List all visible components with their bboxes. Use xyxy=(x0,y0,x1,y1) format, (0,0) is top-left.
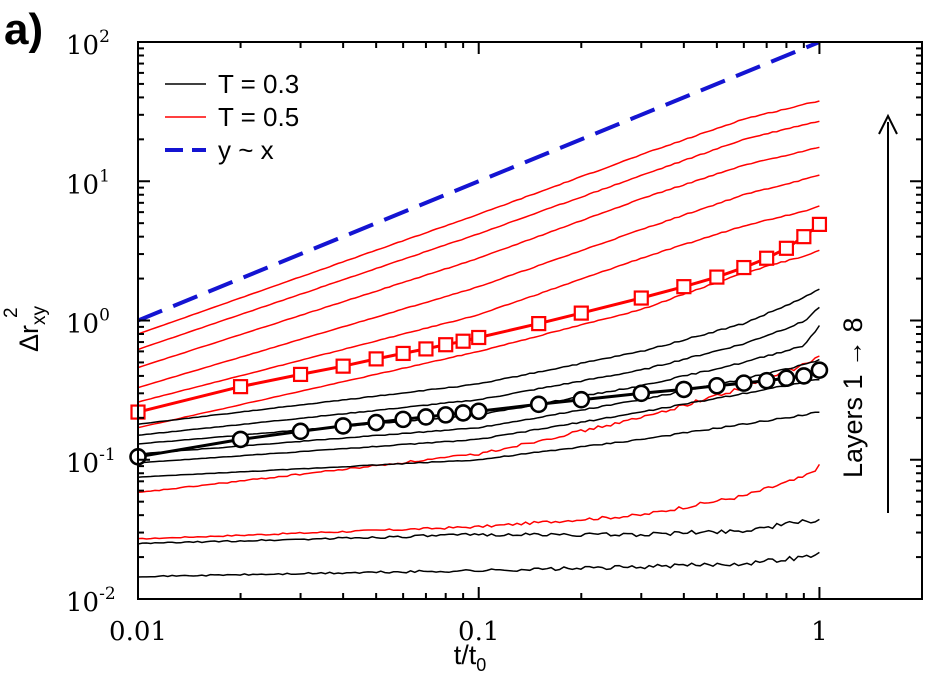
curve-t03-layer-2 xyxy=(138,518,820,545)
circle-marker-3 xyxy=(334,417,352,435)
circle-marker-9 xyxy=(469,402,488,421)
y-tick-label-2: 100 xyxy=(66,306,110,340)
square-marker-9 xyxy=(471,329,487,346)
square-marker-4 xyxy=(368,351,384,367)
panel-label: a) xyxy=(4,5,43,54)
square-marker-11 xyxy=(573,305,589,321)
circle-marker-1 xyxy=(231,430,250,449)
circle-marker-17 xyxy=(777,369,796,388)
x-tick-label-1: 0.1 xyxy=(458,617,499,647)
legend-label-t03: T = 0.3 xyxy=(218,69,299,99)
square-marker-5 xyxy=(395,345,411,362)
y-tick-label-0: 10-2 xyxy=(66,584,116,618)
curve-t05-layer-1 xyxy=(138,464,821,540)
y-tick-label-4: 102 xyxy=(66,27,110,61)
curve-t03-layer-1 xyxy=(138,551,820,578)
square-marker-17 xyxy=(778,240,795,256)
curve-t05-layer-2 xyxy=(138,355,820,494)
y-axis-label: Δrxy2 xyxy=(1,305,50,352)
square-marker-14 xyxy=(709,269,725,285)
square-marker-10 xyxy=(531,316,547,332)
circle-marker-5 xyxy=(394,410,412,429)
y-tick-labels: 10-2 10-1 100 101 102 xyxy=(66,27,116,618)
square-marker-3 xyxy=(335,358,351,374)
square-marker-6 xyxy=(418,341,434,357)
ticks-group xyxy=(137,41,923,600)
x-tick-label-2: 1 xyxy=(811,617,828,647)
square-marker-18 xyxy=(796,229,812,245)
square-marker-1 xyxy=(232,379,249,395)
legend-label-yx: y ~ x xyxy=(218,135,274,165)
t03-curves-group xyxy=(138,288,821,578)
curve-t03-layer-4 xyxy=(138,378,820,464)
circle-marker-19 xyxy=(810,361,829,379)
curve-t05-layer-7 xyxy=(138,120,820,351)
curve-t03-layer-7 xyxy=(138,306,820,437)
x-axis-label: t/t0 xyxy=(454,640,487,675)
x-tick-labels: 0.01 0.1 1 xyxy=(109,617,828,647)
square-marker-12 xyxy=(633,290,649,306)
circle-marker-10 xyxy=(529,395,548,414)
square-marker-8 xyxy=(455,333,471,349)
reference-line-y-x xyxy=(138,42,821,323)
curve-t05-layer-3 xyxy=(138,249,820,429)
reference-line-group xyxy=(138,42,821,323)
circle-marker-12 xyxy=(632,384,651,403)
layers-annotation-text: Layers 1 → 8 xyxy=(838,317,868,478)
curve-t05-layer-4 xyxy=(138,205,820,403)
square-marker-19 xyxy=(811,216,828,232)
circle-marker-11 xyxy=(572,390,591,409)
curve-t05-layer-5 xyxy=(138,174,820,389)
curve-t05-layer-8 xyxy=(138,100,820,335)
circle-marker-6 xyxy=(417,408,435,426)
square-marker-16 xyxy=(759,250,775,266)
curve-t03-layer-3 xyxy=(138,411,820,479)
circle-marker-8 xyxy=(454,404,472,422)
layers-annotation: Layers 1 → 8 xyxy=(838,113,898,513)
circle-marker-15 xyxy=(735,374,753,392)
layers-arrow-head xyxy=(878,113,898,135)
circle-marker-18 xyxy=(795,367,813,385)
circle-marker-13 xyxy=(675,380,693,399)
square-marker-15 xyxy=(736,259,752,276)
square-marker-2 xyxy=(292,366,309,383)
t05-curves-group xyxy=(138,100,821,540)
curve-t03-layer-8 xyxy=(138,288,820,426)
legend-label-t05: T = 0.5 xyxy=(218,102,299,132)
y-tick-label-1: 10-1 xyxy=(66,445,116,479)
x-tick-label-0: 0.01 xyxy=(109,617,167,647)
square-marker-7 xyxy=(438,337,454,353)
circle-marker-16 xyxy=(757,371,776,390)
square-marker-13 xyxy=(676,279,692,295)
circle-marker-7 xyxy=(436,406,455,424)
markers-group xyxy=(129,216,829,466)
curve-t05-layer-6 xyxy=(138,146,820,369)
circle-marker-14 xyxy=(708,376,726,395)
y-tick-label-3: 101 xyxy=(66,166,110,200)
legend: T = 0.3 T = 0.5 y ~ x xyxy=(165,69,299,165)
circle-marker-2 xyxy=(291,422,310,441)
circle-marker-4 xyxy=(367,413,385,432)
